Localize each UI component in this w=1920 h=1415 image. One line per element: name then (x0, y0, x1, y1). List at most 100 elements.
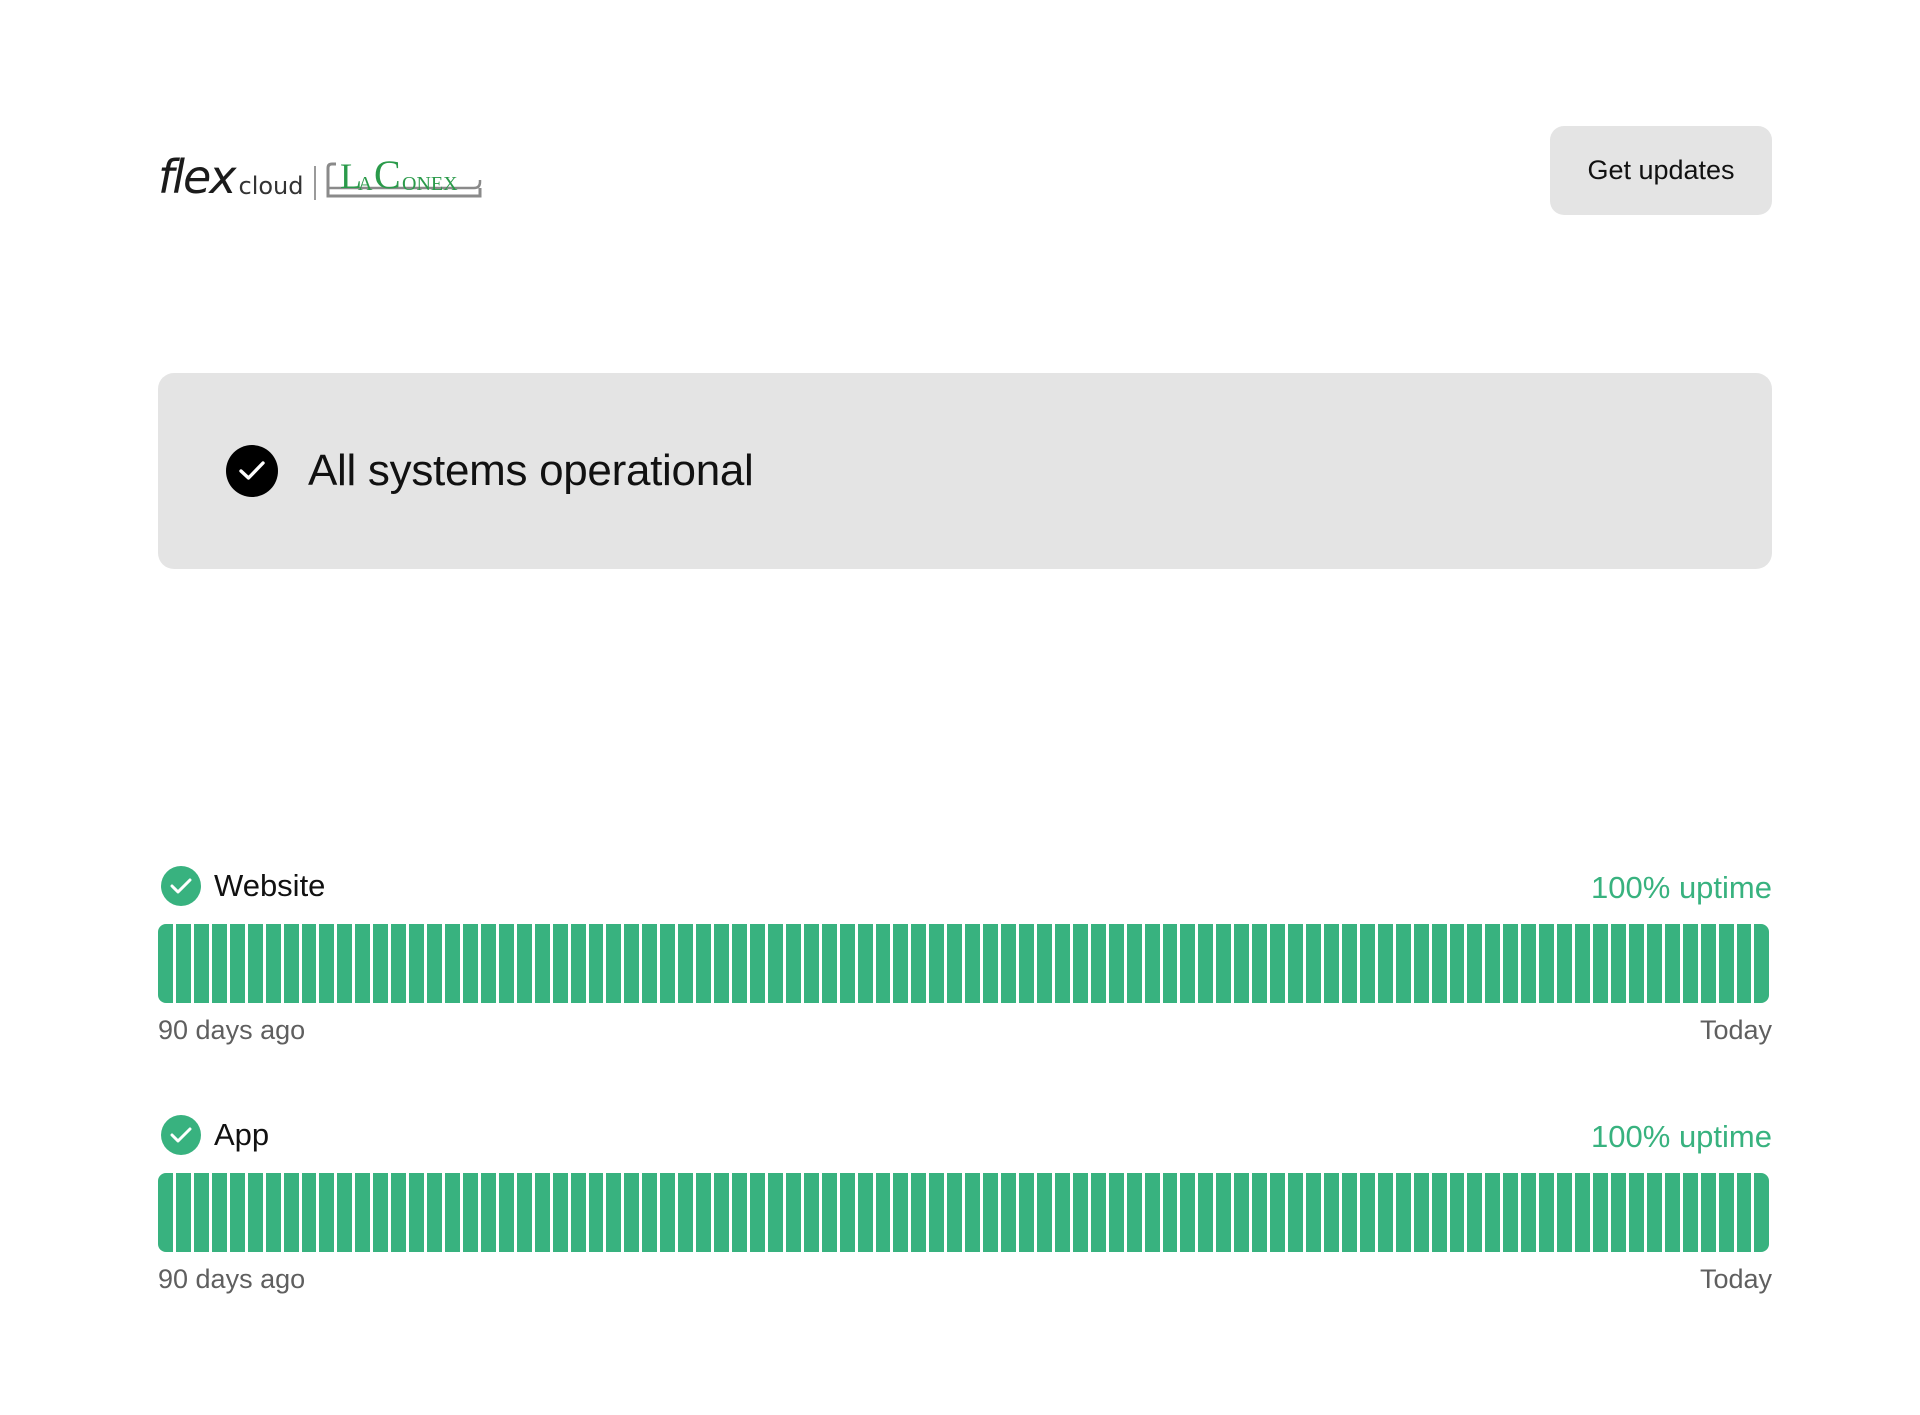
uptime-day-bar[interactable] (1664, 924, 1683, 1003)
uptime-day-bar[interactable] (1126, 1173, 1145, 1252)
uptime-day-bar[interactable] (1754, 924, 1770, 1003)
uptime-day-bar[interactable] (1288, 924, 1306, 1003)
uptime-day-bar[interactable] (480, 1173, 499, 1252)
uptime-day-bar[interactable] (1736, 1173, 1755, 1252)
uptime-day-bar[interactable] (211, 1173, 230, 1252)
uptime-day-bar[interactable] (857, 924, 876, 1003)
uptime-day-bar[interactable] (1628, 924, 1647, 1003)
uptime-day-bar[interactable] (462, 924, 481, 1003)
uptime-day-bar[interactable] (1754, 1173, 1770, 1252)
uptime-day-bar[interactable] (445, 924, 463, 1003)
uptime-day-bar[interactable] (1467, 924, 1486, 1003)
uptime-day-bar[interactable] (1216, 1173, 1235, 1252)
uptime-day-bar[interactable] (337, 1173, 356, 1252)
uptime-day-bar[interactable] (1162, 924, 1181, 1003)
uptime-day-bar[interactable] (624, 1173, 643, 1252)
uptime-day-bar[interactable] (570, 924, 589, 1003)
uptime-day-bar[interactable] (480, 924, 499, 1003)
uptime-day-bar[interactable] (1198, 1173, 1217, 1252)
uptime-day-bar[interactable] (193, 924, 212, 1003)
uptime-day-bar[interactable] (1144, 924, 1163, 1003)
uptime-day-bar[interactable] (929, 1173, 948, 1252)
uptime-day-bar[interactable] (1539, 1173, 1558, 1252)
uptime-day-bar[interactable] (821, 1173, 840, 1252)
uptime-day-bar[interactable] (1234, 924, 1253, 1003)
uptime-day-bar[interactable] (516, 1173, 535, 1252)
uptime-day-bar[interactable] (839, 1173, 858, 1252)
uptime-day-bar[interactable] (534, 924, 553, 1003)
uptime-day-bar[interactable] (1144, 1173, 1163, 1252)
uptime-day-bar[interactable] (1700, 1173, 1719, 1252)
uptime-day-bar[interactable] (498, 924, 517, 1003)
uptime-day-bar[interactable] (1628, 1173, 1647, 1252)
uptime-day-bar[interactable] (265, 924, 284, 1003)
uptime-day-bar[interactable] (1054, 1173, 1073, 1252)
uptime-day-bar[interactable] (696, 1173, 715, 1252)
uptime-day-bar[interactable] (1449, 1173, 1468, 1252)
uptime-day-bar[interactable] (1126, 924, 1145, 1003)
uptime-day-bar[interactable] (965, 1173, 984, 1252)
uptime-day-bar[interactable] (1431, 1173, 1450, 1252)
uptime-day-bar[interactable] (1198, 924, 1217, 1003)
uptime-day-bar[interactable] (965, 924, 984, 1003)
uptime-day-bar[interactable] (875, 1173, 894, 1252)
uptime-day-bar[interactable] (1431, 924, 1450, 1003)
uptime-day-bar[interactable] (1503, 924, 1522, 1003)
uptime-day-bar[interactable] (534, 1173, 553, 1252)
uptime-day-bar[interactable] (1646, 1173, 1665, 1252)
uptime-day-bar[interactable] (624, 924, 643, 1003)
uptime-day-bar[interactable] (301, 1173, 320, 1252)
uptime-day-bar[interactable] (229, 924, 248, 1003)
uptime-day-bar[interactable] (1646, 924, 1665, 1003)
get-updates-button[interactable]: Get updates (1550, 126, 1772, 215)
uptime-day-bar[interactable] (570, 1173, 589, 1252)
uptime-day-bar[interactable] (283, 1173, 302, 1252)
uptime-day-bar[interactable] (911, 1173, 930, 1252)
uptime-day-bar[interactable] (606, 1173, 625, 1252)
uptime-day-bar[interactable] (1395, 1173, 1414, 1252)
uptime-day-bar[interactable] (1449, 924, 1468, 1003)
uptime-day-bar[interactable] (409, 1173, 428, 1252)
uptime-day-bar[interactable] (1575, 1173, 1593, 1252)
uptime-day-bar[interactable] (391, 1173, 410, 1252)
uptime-day-bar[interactable] (1593, 1173, 1611, 1252)
uptime-day-bar[interactable] (1090, 924, 1109, 1003)
uptime-day-bar[interactable] (911, 924, 930, 1003)
uptime-day-bar[interactable] (1485, 1173, 1504, 1252)
uptime-day-bar[interactable] (265, 1173, 284, 1252)
uptime-day-bar[interactable] (1575, 924, 1593, 1003)
company-logo[interactable]: flex cloud L A C ONEX (158, 146, 484, 202)
uptime-day-bar[interactable] (1306, 924, 1324, 1003)
component-name[interactable]: Website (214, 868, 326, 903)
uptime-day-bar[interactable] (893, 924, 912, 1003)
uptime-day-bar[interactable] (821, 924, 840, 1003)
uptime-day-bar[interactable] (1377, 924, 1396, 1003)
uptime-day-bar[interactable] (445, 1173, 463, 1252)
component-name[interactable]: App (214, 1117, 270, 1152)
uptime-day-bar[interactable] (803, 1173, 822, 1252)
uptime-day-bar[interactable] (1359, 924, 1378, 1003)
uptime-day-bar[interactable] (1718, 1173, 1737, 1252)
uptime-day-bar[interactable] (1019, 924, 1037, 1003)
uptime-day-bar[interactable] (1467, 1173, 1486, 1252)
uptime-day-bar[interactable] (983, 1173, 1002, 1252)
uptime-day-bar[interactable] (678, 1173, 697, 1252)
uptime-day-bar[interactable] (1377, 1173, 1396, 1252)
uptime-day-bar[interactable] (1718, 924, 1737, 1003)
uptime-day-bar[interactable] (1216, 924, 1235, 1003)
uptime-day-bar[interactable] (1162, 1173, 1181, 1252)
uptime-day-bar[interactable] (660, 1173, 679, 1252)
uptime-day-bar[interactable] (319, 924, 338, 1003)
uptime-day-bar[interactable] (1359, 1173, 1378, 1252)
uptime-day-bar[interactable] (283, 924, 302, 1003)
uptime-day-bar[interactable] (1001, 924, 1019, 1003)
uptime-day-bar[interactable] (1593, 924, 1611, 1003)
uptime-day-bar[interactable] (1341, 924, 1360, 1003)
uptime-day-bar[interactable] (588, 1173, 607, 1252)
uptime-day-bar[interactable] (1521, 924, 1540, 1003)
uptime-day-bar[interactable] (696, 924, 715, 1003)
uptime-day-bar[interactable] (1072, 1173, 1091, 1252)
uptime-day-bar[interactable] (929, 924, 948, 1003)
uptime-day-bar[interactable] (247, 924, 266, 1003)
uptime-day-bar[interactable] (211, 924, 230, 1003)
